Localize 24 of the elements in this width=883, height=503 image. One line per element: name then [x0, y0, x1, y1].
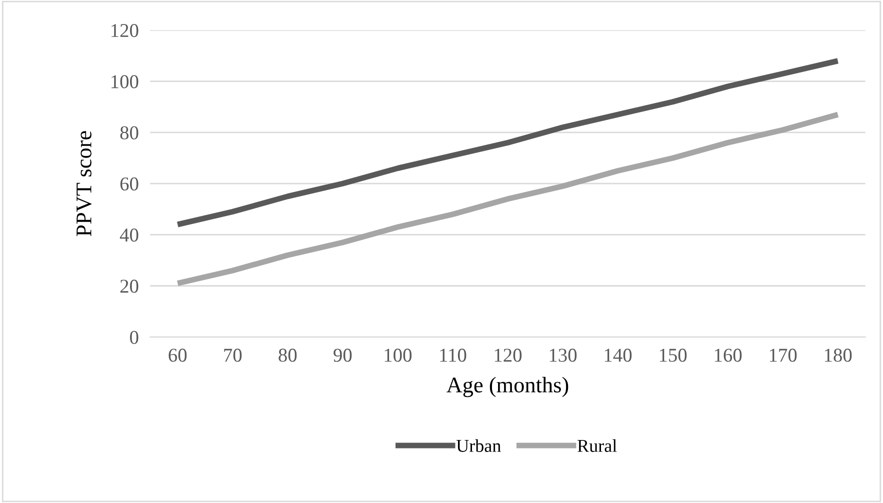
x-tick-label: 100 — [384, 348, 412, 362]
x-tick-label: 90 — [334, 348, 352, 362]
x-tick-label: 180 — [824, 348, 852, 362]
y-tick-label: 20 — [120, 280, 138, 293]
legend-label: Urban — [456, 439, 501, 452]
y-tick-label: 120 — [112, 24, 138, 38]
y-tick-label: 60 — [120, 177, 138, 191]
x-tick-label: 70 — [224, 348, 242, 362]
x-tick-label: 170 — [770, 348, 797, 362]
y-tick-label: 100 — [112, 75, 138, 88]
x-tick-label: 60 — [168, 348, 187, 362]
x-tick-label: 120 — [494, 348, 522, 362]
x-tick-label: 80 — [278, 348, 297, 362]
x-tick-label: 130 — [550, 348, 577, 362]
x-tick-label: 160 — [714, 348, 742, 362]
x-tick-label: 150 — [660, 348, 687, 362]
y-tick-label: 80 — [120, 126, 138, 140]
x-tick-label: 140 — [604, 348, 632, 362]
y-tick-label: 40 — [120, 228, 138, 242]
x-axis-title: Age (months) — [446, 376, 568, 398]
x-tick-label: 110 — [440, 348, 466, 362]
y-tick-label: 0 — [130, 330, 138, 344]
y-axis-title: PPVT score — [76, 131, 92, 236]
legend-label: Rural — [578, 439, 617, 452]
